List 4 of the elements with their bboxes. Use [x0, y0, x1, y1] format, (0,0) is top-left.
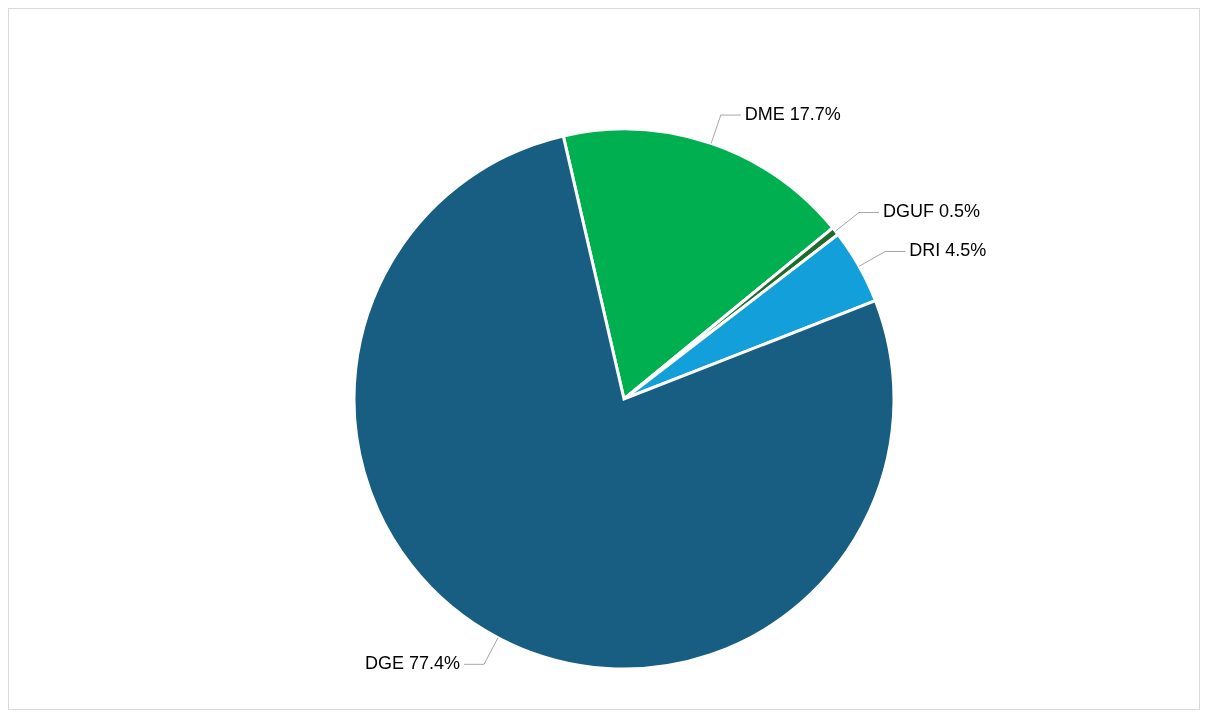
- slice-label: DGUF 0.5%: [882, 201, 980, 222]
- slice-label: DME 17.7%: [744, 104, 841, 125]
- slice-label: DRI 4.5%: [909, 240, 987, 261]
- slice-label: DGE 77.4%: [364, 653, 460, 674]
